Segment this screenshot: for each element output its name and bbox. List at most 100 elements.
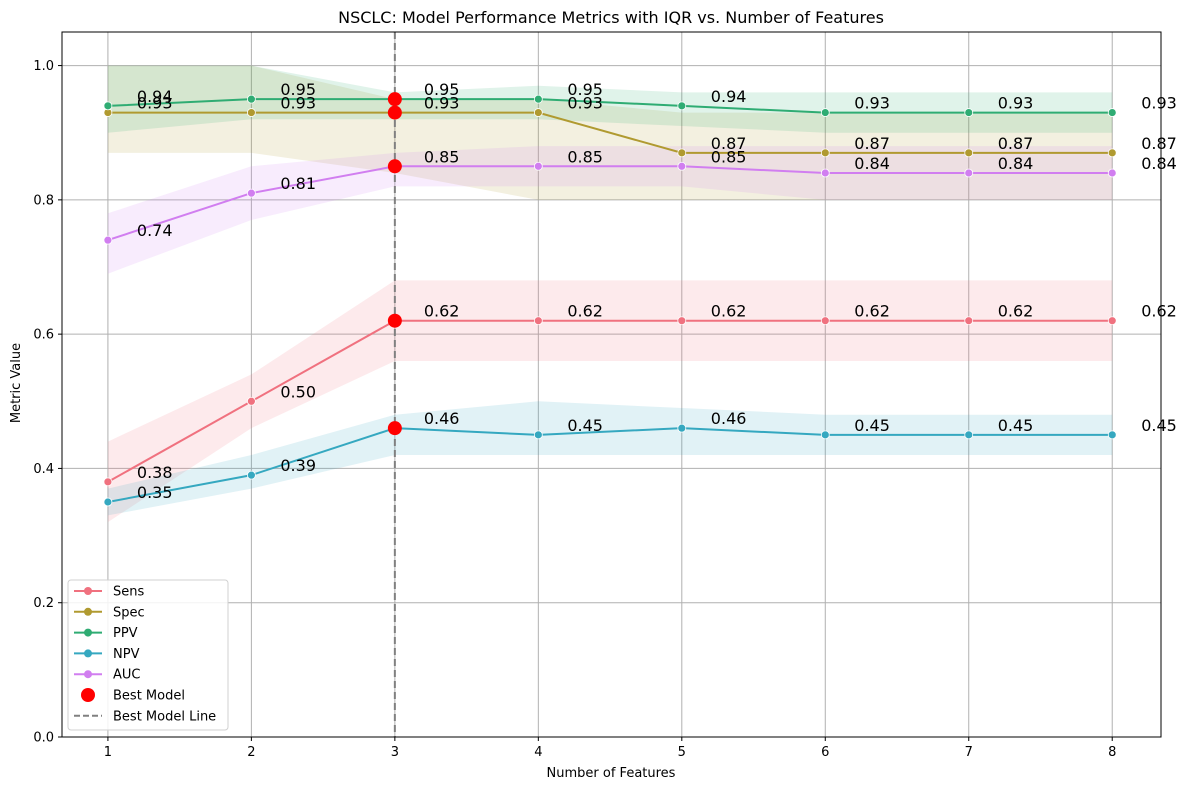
data-label-auc-4: 0.85 [567,147,603,166]
data-label-npv-5: 0.46 [711,409,747,428]
data-label-npv-4: 0.45 [567,416,603,435]
data-label-sens-6: 0.62 [854,302,890,321]
best-model-marker-4 [387,421,402,436]
y-tick-label-0: 0.0 [33,731,54,746]
data-label-spec-8: 0.87 [1141,134,1177,153]
legend-marker-ppv [84,628,92,637]
data-label-auc-6: 0.84 [854,154,890,173]
legend-label-spec: Spec [113,605,145,620]
data-point-auc-2 [246,188,256,198]
data-point-ppv-4 [533,94,543,104]
chart-title: NSCLC: Model Performance Metrics with IQ… [338,8,884,27]
x-tick-label-3: 3 [391,745,399,760]
data-label-ppv-7: 0.93 [998,94,1034,113]
data-label-ppv-4: 0.95 [567,80,603,99]
data-point-npv-5 [677,423,687,433]
series-line-ppv [107,98,1113,114]
x-tick-label-4: 4 [534,745,542,760]
data-point-ppv-8 [1107,108,1117,117]
legend-box [67,579,229,731]
data-point-ppv-1 [103,101,113,111]
data-label-npv-3: 0.46 [424,409,460,428]
x-axis-label: Number of Features [547,766,676,781]
iqr-band-npv [107,401,1113,516]
data-point-sens-2 [246,396,256,406]
data-label-spec-7: 0.87 [998,134,1034,153]
data-point-npv-1 [103,497,113,507]
data-label-sens-2: 0.50 [280,382,316,401]
legend-marker-npv [84,649,92,658]
x-tick-label-1: 1 [104,745,112,760]
x-tick-label-8: 8 [1108,745,1116,760]
data-point-auc-8 [1107,168,1117,178]
data-label-spec-2: 0.93 [280,94,316,113]
data-label-ppv-3: 0.95 [424,80,460,99]
data-point-npv-4 [533,430,543,440]
legend: Sens Spec PPV NPV AUC Best Model Best Model Li… [67,579,229,731]
data-point-auc-6 [820,168,830,178]
data-label-ppv-2: 0.95 [280,80,316,99]
legend-marker-best-model [81,688,95,702]
y-tick-label-1: 0.2 [33,596,54,611]
data-point-spec-7 [964,148,974,158]
best-model-marker-1 [387,105,402,120]
data-label-auc-7: 0.84 [998,154,1034,173]
best-model-marker-2 [387,159,402,174]
legend-label-sens: Sens [113,585,144,600]
data-label-npv-7: 0.45 [998,416,1034,435]
data-point-auc-5 [677,161,687,171]
data-label-auc-2: 0.81 [280,174,316,193]
data-point-ppv-5 [677,101,687,111]
data-label-sens-4: 0.62 [567,302,603,321]
y-tick-label-3: 0.6 [33,328,54,343]
data-label-ppv-6: 0.93 [854,94,890,113]
y-tick-label-4: 0.8 [33,193,54,208]
x-tick-label-7: 7 [965,745,973,760]
data-point-npv-8 [1107,430,1117,440]
legend-marker-spec [84,607,92,616]
x-tick-label-2: 2 [247,745,255,760]
data-point-sens-4 [533,316,543,326]
data-label-sens-8: 0.62 [1141,302,1177,321]
data-point-sens-8 [1107,316,1117,326]
data-label-npv-6: 0.45 [854,416,890,435]
data-label-spec-4: 0.93 [567,94,603,113]
data-point-ppv-7 [964,108,974,117]
data-point-spec-4 [533,108,543,117]
legend-label-best-model-line: Best Model Line [113,709,216,724]
data-label-ppv-8: 0.93 [1141,94,1177,113]
data-label-spec-5: 0.87 [711,134,747,153]
legend-marker-sens [84,587,92,595]
legend-label-ppv: PPV [113,626,138,641]
data-label-npv-1: 0.35 [137,483,173,502]
legend-label-best-model: Best Model [113,689,185,704]
data-point-spec-2 [246,108,256,117]
y-tick-label-2: 0.4 [33,462,54,477]
y-tick-label-5: 1.0 [33,59,54,74]
data-label-ppv-5: 0.94 [711,87,747,106]
data-label-spec-6: 0.87 [854,134,890,153]
iqr-band-auc [107,146,1113,274]
series-line-spec [107,111,1113,154]
data-point-sens-1 [103,477,113,487]
y-axis-label: Metric Value [9,343,24,423]
iqr-band-ppv [107,65,1113,133]
data-point-spec-8 [1107,148,1117,158]
data-label-npv-2: 0.39 [280,456,316,475]
x-tick-label-5: 5 [678,745,686,760]
data-point-auc-4 [533,161,543,171]
data-label-auc-5: 0.85 [711,147,747,166]
data-label-spec-3: 0.93 [424,94,460,113]
plot-frame [61,31,1162,738]
data-label-sens-3: 0.62 [424,302,460,321]
data-point-npv-2 [246,470,256,480]
data-point-ppv-6 [820,108,830,117]
data-label-npv-8: 0.45 [1141,416,1177,435]
plot-area: 0.380.500.62 0.62 0.62 0.62 0.62 0.620.93 0.93… [33,31,1177,760]
series-line-sens [107,319,1113,483]
data-label-sens-1: 0.38 [137,463,173,482]
x-tick-label-6: 6 [821,745,829,760]
data-point-sens-7 [964,316,974,326]
series-line-auc [107,165,1113,242]
